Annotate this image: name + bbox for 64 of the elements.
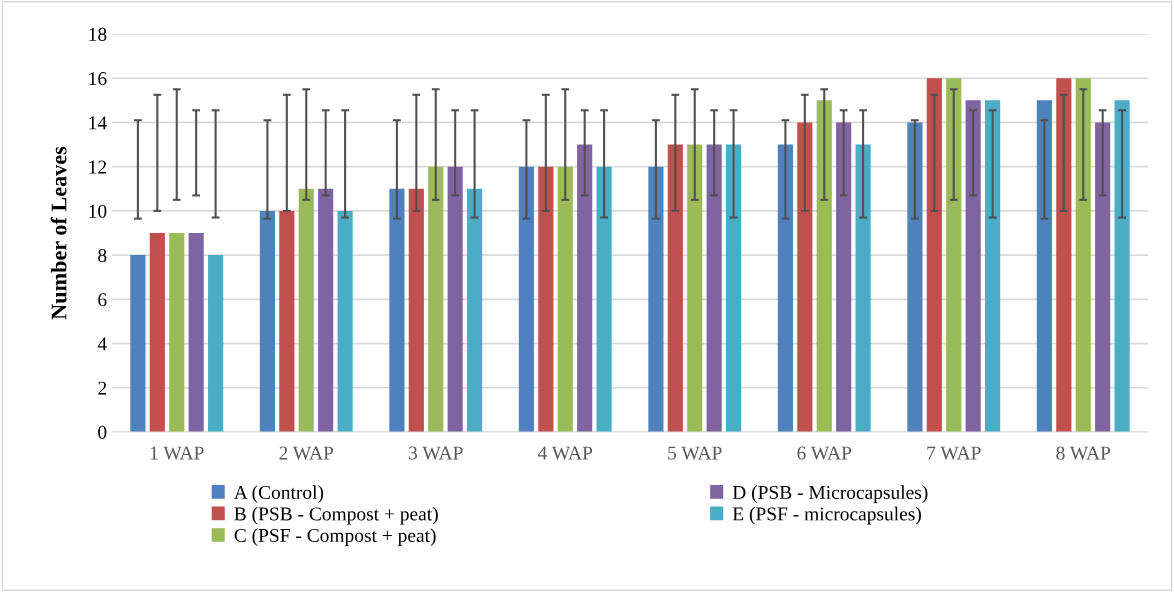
- x-tick-label: 6 WAP: [797, 446, 852, 460]
- bar: [965, 100, 981, 432]
- x-tick-label: 7 WAP: [927, 446, 981, 460]
- bar: [259, 210, 275, 432]
- y-tick-label: 10: [89, 204, 107, 218]
- bar: [777, 144, 793, 432]
- bar: [1114, 100, 1130, 432]
- bar: [337, 210, 353, 432]
- legend-label: C (PSF - Compost + peat): [234, 528, 436, 546]
- bar: [169, 233, 185, 432]
- bar: [946, 78, 962, 432]
- bar: [208, 255, 224, 432]
- bar: [538, 166, 554, 432]
- x-tick-label: 3 WAP: [409, 446, 463, 460]
- x-tick-label: 5 WAP: [668, 446, 722, 460]
- x-tick-label: 1 WAP: [150, 446, 204, 460]
- y-tick-label: 16: [89, 72, 107, 86]
- bar: [188, 233, 204, 432]
- bar: [1036, 100, 1052, 432]
- legend-label: D (PSB - Microcapsules): [732, 485, 928, 503]
- bar: [428, 166, 444, 432]
- x-tick-label: 8 WAP: [1056, 446, 1111, 460]
- bar: [408, 188, 424, 432]
- bar: [298, 188, 314, 432]
- y-tick-label: 6: [98, 293, 107, 307]
- y-tick-label: 12: [89, 160, 107, 174]
- y-tick-label: 14: [89, 116, 107, 130]
- bar: [389, 188, 405, 432]
- bar: [648, 166, 664, 432]
- bar: [518, 166, 534, 432]
- bar: [279, 210, 295, 432]
- bar: [1075, 78, 1091, 432]
- bar: [318, 188, 334, 432]
- bar: [577, 144, 593, 432]
- bar: [816, 100, 832, 432]
- bar: [687, 144, 703, 432]
- legend-label: A (Control): [233, 485, 324, 503]
- legend-label: B (PSB - Compost + peat): [234, 506, 438, 525]
- bar: [467, 188, 483, 432]
- x-tick-label: 2 WAP: [279, 446, 334, 460]
- legend-label: E (PSF - microcapsules): [732, 506, 921, 525]
- x-tick-label: 4 WAP: [537, 446, 593, 460]
- bar: [130, 255, 146, 432]
- bar: [149, 233, 165, 432]
- bar: [667, 144, 683, 432]
- y-tick-label: 0: [98, 425, 107, 439]
- bar: [836, 122, 852, 432]
- bar: [1056, 78, 1072, 432]
- bar: [706, 144, 722, 432]
- y-axis-title: Number of Leaves: [50, 146, 67, 320]
- bar: [447, 166, 463, 432]
- bar: [557, 166, 573, 432]
- y-tick-label: 18: [89, 27, 107, 41]
- bar: [855, 144, 871, 432]
- bar: [797, 122, 813, 432]
- bar: [985, 100, 1001, 432]
- y-tick-label: 8: [98, 248, 107, 263]
- bar: [596, 166, 612, 432]
- y-tick-label: 4: [97, 337, 107, 351]
- bar: [907, 122, 923, 432]
- y-tick-label: 2: [98, 381, 107, 395]
- bar: [726, 144, 742, 432]
- bar: [1095, 122, 1111, 432]
- bar: [926, 78, 942, 432]
